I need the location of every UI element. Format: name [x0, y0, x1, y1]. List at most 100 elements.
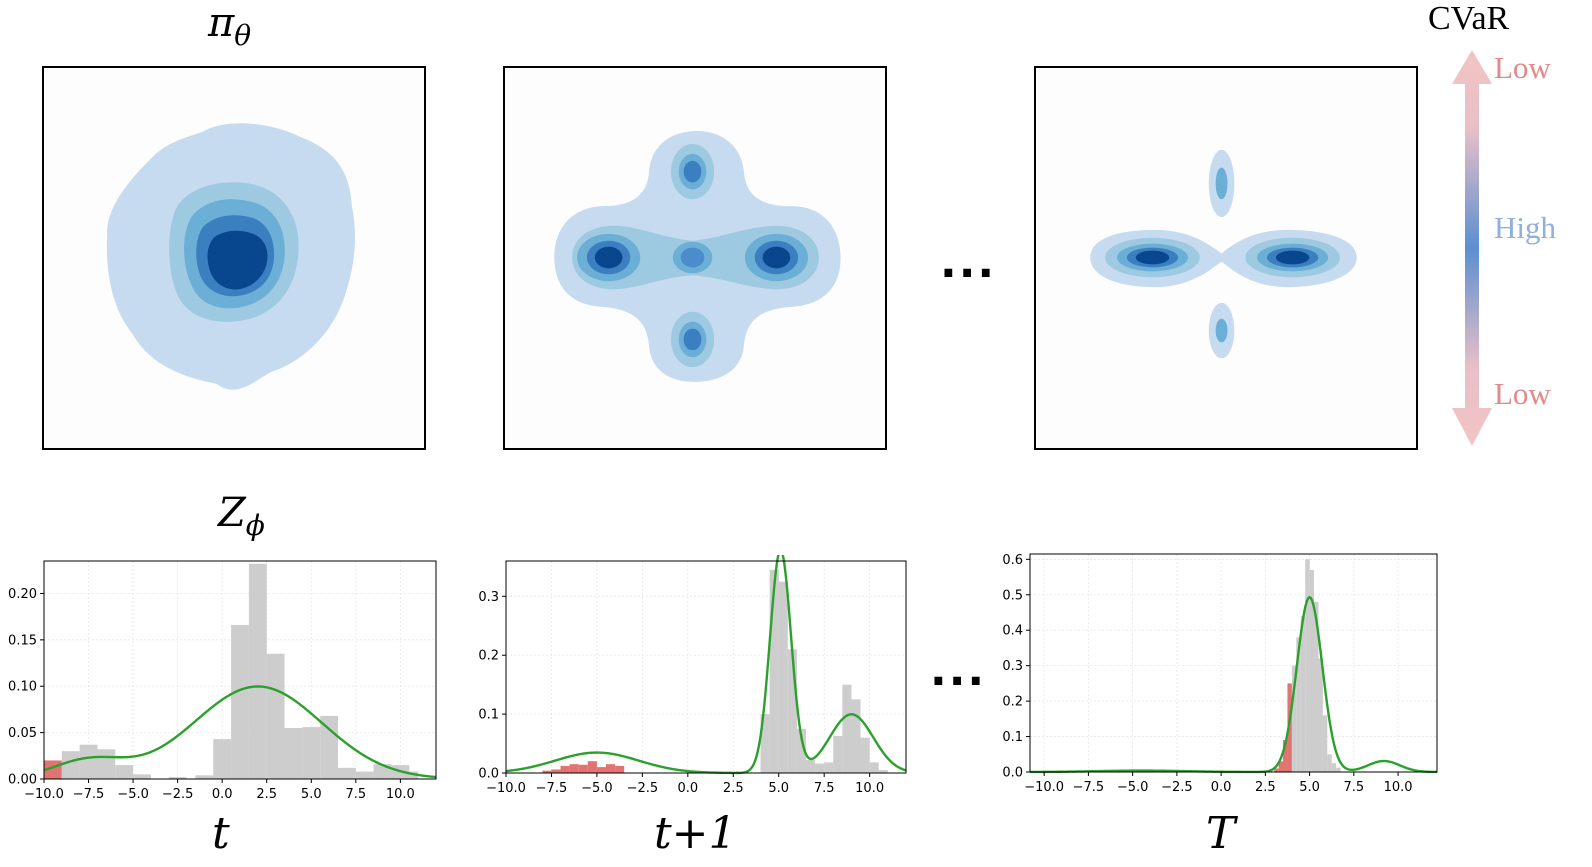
histogram-bar-tail — [606, 764, 616, 773]
histogram-bar — [1296, 637, 1301, 772]
critic-symbol: Z — [218, 490, 246, 536]
critic-label: Zϕ — [218, 490, 265, 542]
y-tick-label: 0.05 — [8, 726, 37, 741]
return-distribution-chart-t-plus-1: −10.0 −7.5 −5.0 −2.5 0.0 2.5 5.0 7.5 10.0 0.0 0.1 0… — [478, 555, 907, 796]
histogram-bar-tail — [1283, 740, 1288, 772]
x-tick-label: −10.0 — [486, 781, 526, 796]
x-tick-label: −7.5 — [73, 787, 105, 802]
contour-peak-left-5 — [1135, 250, 1170, 265]
histogram-bar — [115, 765, 134, 779]
histogram-bar — [320, 715, 338, 779]
histogram-bar — [302, 727, 321, 779]
histogram-bar — [1309, 569, 1315, 772]
histogram-bar — [778, 581, 788, 773]
y-tick-label: 0.5 — [1002, 588, 1023, 603]
axes-frame — [505, 560, 907, 774]
histogram-bar-tail — [569, 764, 579, 773]
x-tick-label: 5.0 — [1299, 780, 1320, 795]
histogram-bar — [806, 760, 816, 773]
histogram-bar-tail — [615, 765, 625, 773]
histogram-bar — [97, 749, 116, 779]
x-tick-label: 7.5 — [814, 781, 835, 796]
histogram-bar-tail — [1278, 761, 1284, 772]
density-curve — [43, 685, 437, 779]
x-tick-label: 2.5 — [723, 781, 744, 796]
cvar-arrow — [1452, 50, 1492, 446]
contour-peak-right-5 — [762, 246, 791, 269]
x-tick-label: 0.0 — [677, 781, 698, 796]
axes-frame — [1029, 553, 1438, 773]
histogram-bar-tail — [1274, 768, 1279, 772]
y-tick-label: 0.20 — [8, 587, 37, 602]
y-tick-label: 0.2 — [478, 649, 499, 664]
x-tick-label: −2.5 — [1161, 780, 1193, 795]
histogram-bar — [133, 774, 151, 779]
x-tick-label: −2.5 — [162, 787, 194, 802]
density-curve — [505, 555, 907, 775]
x-tick-label: 7.5 — [345, 787, 366, 802]
histogram-bar — [1322, 715, 1328, 772]
histogram-bar-tail — [587, 761, 597, 773]
y-tick-label: 0.00 — [8, 773, 37, 788]
histogram-bar — [833, 735, 843, 773]
contour-peak-center-4 — [680, 247, 705, 268]
x-tick-label: 7.5 — [1343, 780, 1364, 795]
policy-symbol: π — [208, 0, 235, 46]
histogram-bar — [248, 563, 267, 779]
policy-subscript: θ — [234, 19, 252, 52]
x-tick-label: 10.0 — [386, 787, 415, 802]
return-distribution-chart-t: −10.0 −7.5 −5.0 −2.5 0.0 2.5 5.0 7.5 10.0 0.00 0.0… — [8, 560, 437, 802]
contour-peak-bottom-2 — [1215, 318, 1228, 343]
contour-peak-left-5 — [594, 246, 623, 269]
y-tick-label: 0.0 — [478, 767, 499, 782]
histogram-bar-tail — [551, 769, 561, 773]
y-tick-label: 0.1 — [1002, 730, 1023, 745]
y-tick-label: 0.4 — [1002, 624, 1023, 639]
return-distribution-chart-T: −10.0 −7.5 −5.0 −2.5 0.0 2.5 5.0 7.5 10.0 0.0 0.1 0… — [1002, 553, 1438, 795]
histogram-bar-tail — [1287, 683, 1292, 772]
y-tick-label: 0.15 — [8, 633, 37, 648]
histogram-bar — [760, 714, 770, 773]
x-tick-label: −5.0 — [1117, 780, 1149, 795]
histogram-bar — [878, 770, 888, 773]
x-tick-label: −5.0 — [117, 787, 149, 802]
y-tick-label: 0.1 — [478, 708, 499, 723]
histogram-bar — [796, 728, 806, 773]
plot-area — [1030, 554, 1437, 772]
histogram-bar — [869, 762, 879, 773]
policy-contour-3 — [1090, 149, 1357, 359]
cvar-arrow-shape — [1452, 50, 1492, 446]
cvar-legend-low-bottom: Low — [1494, 376, 1551, 411]
histogram-bar-tail — [560, 765, 570, 773]
x-tick-label: −10.0 — [24, 787, 64, 802]
x-tick-label: −7.5 — [1073, 780, 1105, 795]
x-label-t: t — [212, 808, 230, 859]
y-tick-label: 0.3 — [1002, 659, 1023, 674]
histogram-bar — [842, 684, 852, 773]
histogram-bar — [284, 727, 303, 779]
contour-peak-right-5 — [1275, 250, 1310, 265]
histogram-bar — [195, 775, 214, 779]
x-tick-label: 0.0 — [212, 787, 233, 802]
y-tick-label: 0.0 — [1002, 766, 1023, 781]
histogram-bar — [1327, 754, 1332, 772]
histogram-bar — [1314, 601, 1319, 772]
cvar-legend-high: High — [1494, 210, 1556, 245]
contour-peak-top-2 — [1215, 167, 1228, 200]
contour-level-5 — [207, 230, 268, 290]
histogram-bar-tail — [578, 764, 588, 773]
policy-contour-panel-2 — [503, 66, 887, 450]
x-tick-label: 2.5 — [256, 787, 277, 802]
histogram-bar — [231, 625, 249, 779]
histogram-bar — [1300, 616, 1306, 772]
histogram-bar — [1336, 767, 1341, 772]
x-tick-label: 2.5 — [1255, 780, 1276, 795]
histogram-bar — [61, 751, 80, 779]
histogram-bar — [1305, 559, 1310, 772]
histogram-bar — [1318, 658, 1323, 772]
histogram-bar — [355, 771, 374, 779]
y-tick-label: 0.10 — [8, 680, 37, 695]
histogram-bar — [168, 777, 187, 779]
x-tick-label: −2.5 — [627, 781, 659, 796]
cvar-legend-title: CVaR — [1428, 0, 1510, 37]
